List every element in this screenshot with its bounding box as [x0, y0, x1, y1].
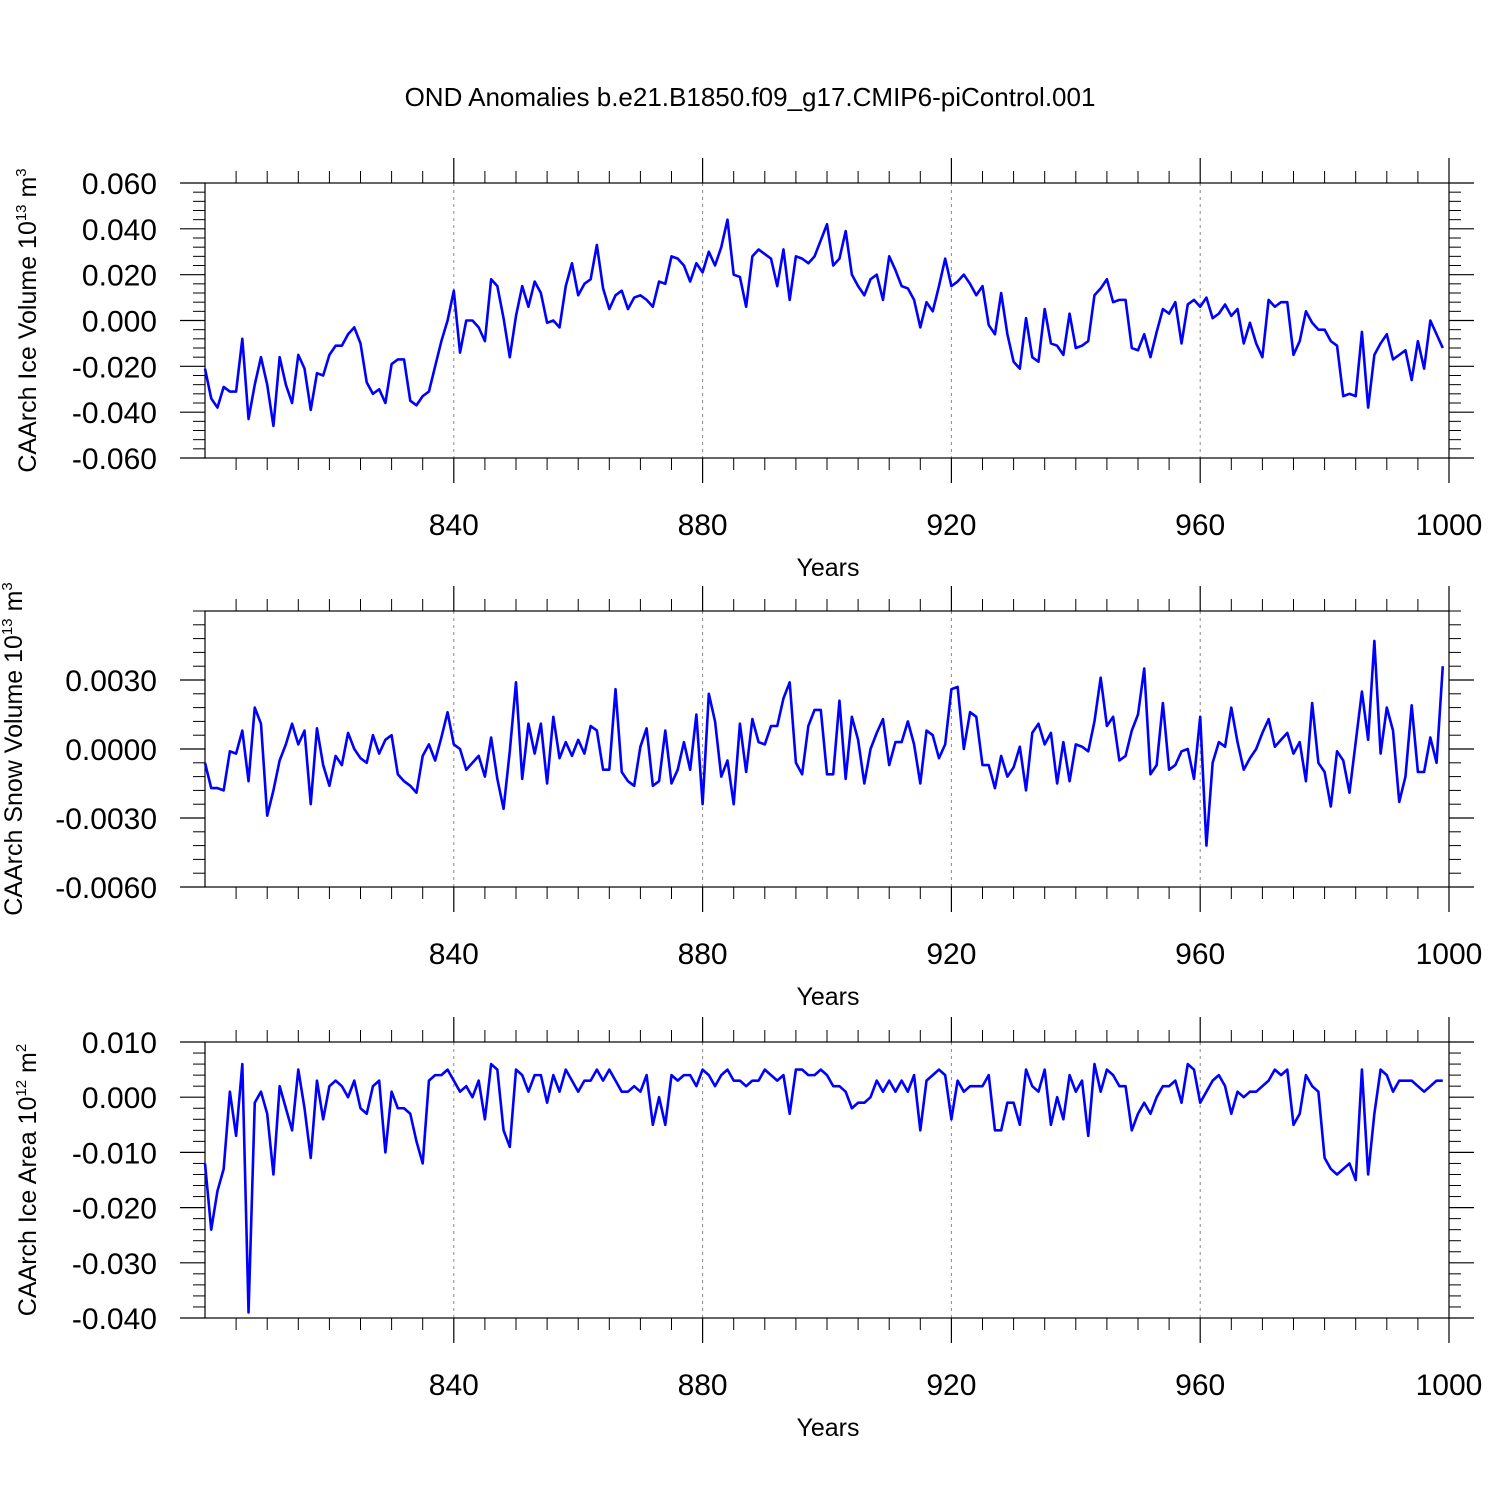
- panel1-xtick-label: 880: [678, 509, 728, 542]
- panel2-ytick-label: -0.0030: [55, 803, 157, 836]
- panel3-ytick-label: -0.020: [72, 1193, 157, 1226]
- panel1-ytick-label: -0.020: [72, 351, 157, 384]
- panel1-ytick-label: -0.060: [72, 443, 157, 476]
- panel2-xtick-label: 840: [429, 938, 479, 971]
- panel2-frame: [204, 610, 1450, 888]
- panel3-ytick-label: 0.010: [82, 1027, 157, 1060]
- panel1-ytick-label: -0.040: [72, 397, 157, 430]
- panel3-frame: [204, 1041, 1450, 1319]
- panel3-series-line: [203, 1062, 1443, 1314]
- panel2-ytick-label: 0.0000: [65, 734, 157, 767]
- panel1-ytick-label: 0.060: [82, 168, 157, 201]
- panel3-ylabel: CAArch Ice Area 1012 m2: [13, 1044, 42, 1316]
- panel2-xtick-label: 920: [926, 938, 976, 971]
- panel1-xlabel: Years: [796, 554, 859, 582]
- panel3-xtick-label: 840: [429, 1369, 479, 1402]
- figure-title: OND Anomalies b.e21.B1850.f09_g17.CMIP6-…: [404, 82, 1096, 112]
- panel1-xtick-label: 920: [926, 509, 976, 542]
- panel3-ytick-label: -0.040: [72, 1303, 157, 1336]
- panel1-ytick-label: 0.040: [82, 214, 157, 247]
- panel3-xtick-label: 1000: [1416, 1369, 1483, 1402]
- panel1-series-line: [203, 218, 1444, 428]
- panel3-xtick-label: 920: [926, 1369, 976, 1402]
- panel1-xtick-label: 1000: [1416, 509, 1483, 542]
- panel2-ylabel: CAArch Snow Volume 1013 m3: [0, 582, 28, 916]
- panel3-xtick-label: 960: [1175, 1369, 1225, 1402]
- panel2-xtick-label: 1000: [1416, 938, 1483, 971]
- panel2-ytick-label: 0.0030: [65, 665, 157, 698]
- panel1-xtick-label: 840: [429, 509, 479, 542]
- panel2-xlabel: Years: [796, 983, 859, 1011]
- panel1-ylabel: CAArch Ice Volume 1013 m3: [13, 168, 42, 472]
- panel2-xtick-label: 960: [1175, 938, 1225, 971]
- panel1-ytick-label: 0.020: [82, 260, 157, 293]
- panel3-ytick-label: -0.030: [72, 1248, 157, 1281]
- panel2-series-line: [203, 639, 1445, 847]
- panel1-ytick-label: 0.000: [82, 306, 157, 339]
- panel3-ytick-label: 0.000: [82, 1082, 157, 1115]
- panel1-xtick-label: 960: [1175, 509, 1225, 542]
- panel2-xtick-label: 880: [678, 938, 728, 971]
- panel3-xlabel: Years: [796, 1414, 859, 1442]
- panel3-xtick-label: 880: [678, 1369, 728, 1402]
- panel2-ytick-label: -0.0060: [55, 872, 157, 905]
- panel3-ytick-label: -0.010: [72, 1137, 157, 1170]
